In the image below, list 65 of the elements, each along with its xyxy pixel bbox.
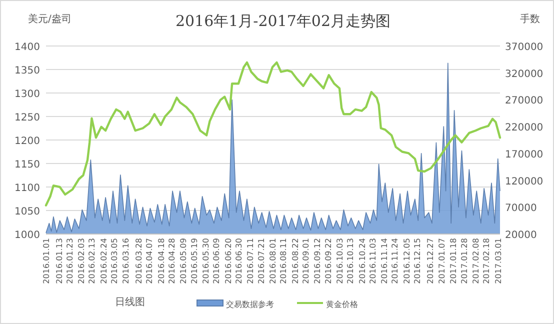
- x-tick-label: 2016.10.24: [358, 238, 367, 284]
- y-tick-label: 1400: [14, 42, 40, 53]
- y-tick-label: 1100: [14, 183, 40, 194]
- y2-tick-label: 70000: [505, 203, 537, 214]
- x-tick-label: 2016.08.11: [279, 238, 288, 284]
- x-tick-label: 2016.05.30: [201, 238, 210, 284]
- x-tick-label: 2016.10.13: [346, 238, 356, 284]
- x-tick-label: 2016.01.01: [42, 238, 51, 284]
- x-tick-label: 2016.01.23: [65, 238, 74, 284]
- x-tick-label: 2016.03.05: [110, 238, 120, 284]
- x-tick-label: 2016.09.22: [324, 238, 333, 284]
- x-tick-label: 2016.01.13: [54, 238, 64, 284]
- y2-tick-label: 370000: [505, 42, 544, 53]
- x-tick-label: 2016.11.03: [368, 238, 378, 284]
- x-tick-label: 2016.07.21: [256, 238, 266, 284]
- x-tick-label: 2016.09.12: [313, 238, 322, 284]
- x-tick-label: 2016.07.11: [246, 238, 256, 284]
- y-tick-label: 1150: [14, 160, 40, 170]
- y-tick-label: 1250: [14, 112, 40, 124]
- x-tick-label: 2016.08.22: [290, 238, 300, 284]
- x-tick-label: 2016.03.16: [122, 238, 131, 284]
- y2-tick-label: 320000: [505, 68, 544, 80]
- y-tick-label: 1350: [14, 66, 40, 76]
- x-tick-label: 2016.03.28: [134, 238, 144, 284]
- x-tick-label: 2016.04.28: [167, 238, 176, 284]
- x-tick-label: 2016.06.20: [224, 238, 233, 284]
- y-tick-label: 1000: [14, 230, 40, 241]
- x-tick-label: 2016.12.15: [413, 238, 422, 284]
- x-tick-label: 2017.01.07: [438, 238, 447, 284]
- y2-tick-label: 120000: [505, 176, 544, 188]
- y-tick-label: 1200: [14, 136, 40, 147]
- x-tick-label: 2017.03.01: [494, 238, 503, 284]
- y-tick-label: 1050: [14, 206, 40, 218]
- x-tick-label: 2017.02.18: [482, 238, 492, 284]
- x-tick-label: 2017.01.28: [460, 238, 469, 284]
- x-tick-label: 2016.02.24: [99, 238, 108, 284]
- y2-tick-label: 20000: [505, 230, 537, 241]
- x-tick-label: 2016.04.07: [145, 238, 154, 284]
- x-tick-label: 2016.11.24: [390, 238, 400, 284]
- x-tick-label: 2017.02.08: [472, 238, 481, 284]
- x-tick-label: 2016.02.13: [88, 238, 97, 284]
- x-tick-label: 2016.11.14: [380, 238, 390, 284]
- x-tick-label: 2016.06.30: [234, 238, 244, 284]
- x-tick-label: 2016.08.01: [268, 238, 278, 284]
- x-tick-label: 2016.09.01: [301, 238, 310, 284]
- legend-label: 黄金价格: [326, 300, 358, 309]
- x-tick-label: 2016.04.18: [156, 238, 166, 284]
- y2-tick-label: 170000: [505, 149, 544, 160]
- x-tick-label: 2016.05.19: [190, 238, 199, 284]
- legend-label: 交易数据参考: [226, 300, 274, 309]
- y2-axis-title: 手数: [520, 13, 540, 25]
- y2-tick-label: 220000: [505, 122, 544, 134]
- y2-tick-label: 270000: [505, 96, 544, 107]
- x-tick-label: 2016.05.09: [179, 238, 188, 284]
- line-series: [44, 61, 502, 206]
- x-tick-label: 2016.12.27: [426, 238, 435, 284]
- x-tick-label: 2016.12.05: [402, 238, 412, 284]
- y-tick-label: 1300: [14, 89, 40, 100]
- x-tick-label: 2016.06.09: [212, 238, 222, 284]
- x-tick-label: 2017.01.18: [449, 238, 458, 284]
- x-tick-label: 2016.10.03: [335, 238, 344, 284]
- chart-title: 2016年1月-2017年02月走势图: [175, 12, 391, 30]
- x-tick-label: 2016.02.03: [77, 238, 86, 284]
- y-axis-title: 美元/盎司: [28, 13, 72, 25]
- text: 日线图: [115, 296, 145, 308]
